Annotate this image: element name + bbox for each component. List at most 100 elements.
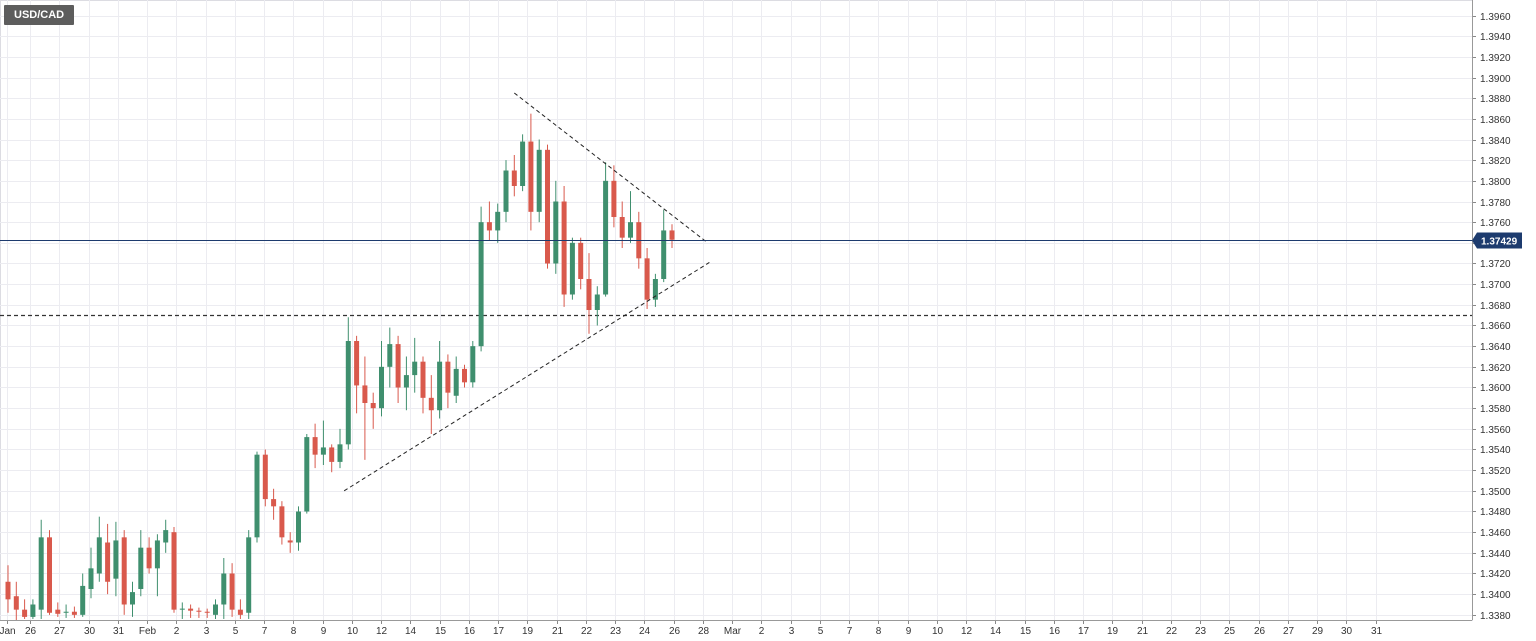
y-tick-label: 1.3600 bbox=[1480, 383, 1511, 394]
y-tick-label: 1.3800 bbox=[1480, 177, 1511, 188]
x-tick-label: 5 bbox=[233, 626, 239, 637]
y-tick-label: 1.3540 bbox=[1480, 445, 1511, 456]
candle-body bbox=[503, 170, 509, 212]
candle-body bbox=[80, 585, 86, 615]
candle-body bbox=[296, 511, 301, 543]
x-tick-label: 26 bbox=[669, 626, 681, 637]
y-tick-label: 1.3520 bbox=[1480, 466, 1511, 477]
candle bbox=[462, 364, 467, 388]
y-tick-label: 1.3940 bbox=[1480, 32, 1511, 43]
candle-body bbox=[437, 361, 443, 411]
candle bbox=[545, 144, 550, 269]
candle bbox=[196, 607, 202, 618]
candle-body bbox=[163, 530, 169, 543]
x-tick-label: 26 bbox=[1254, 626, 1266, 637]
candle-body bbox=[362, 385, 368, 403]
candle-body bbox=[121, 537, 127, 605]
candle bbox=[279, 501, 285, 545]
candle bbox=[569, 237, 575, 300]
current-price-badge bbox=[1472, 232, 1522, 249]
candle bbox=[511, 155, 517, 197]
candles bbox=[5, 113, 675, 620]
candle bbox=[536, 139, 542, 223]
candle-body bbox=[495, 211, 501, 231]
candle-body bbox=[661, 230, 667, 279]
candle bbox=[55, 602, 61, 617]
candle-body bbox=[304, 437, 310, 512]
y-tick-label: 1.3460 bbox=[1480, 528, 1511, 539]
candle-body bbox=[644, 258, 650, 300]
candle-body bbox=[113, 540, 119, 579]
candle-body bbox=[420, 361, 426, 398]
candle-body bbox=[88, 568, 94, 589]
x-tick-label: 23 bbox=[1195, 626, 1207, 637]
y-tick-label: 1.3500 bbox=[1480, 487, 1511, 498]
candle bbox=[395, 335, 401, 403]
x-tick-label: Mar bbox=[724, 626, 742, 637]
y-tick-label: 1.3660 bbox=[1480, 321, 1511, 332]
candle bbox=[354, 335, 360, 414]
x-tick-label: 10 bbox=[932, 626, 944, 637]
candle bbox=[553, 180, 559, 274]
candle bbox=[204, 608, 210, 618]
candle-body bbox=[63, 611, 69, 613]
x-tick-label: 27 bbox=[1283, 626, 1295, 637]
x-tick-label: 7 bbox=[262, 626, 268, 637]
candle-body bbox=[520, 141, 526, 186]
candle-body bbox=[536, 149, 542, 212]
candle-body bbox=[55, 609, 61, 614]
candle-body bbox=[669, 230, 675, 240]
x-tick-label: 21 bbox=[552, 626, 564, 637]
candle bbox=[121, 530, 127, 615]
candle-body bbox=[470, 346, 476, 383]
candle-body bbox=[130, 592, 135, 605]
y-tick-label: 1.3840 bbox=[1480, 136, 1511, 147]
x-tick-label: 23 bbox=[610, 626, 622, 637]
candle bbox=[13, 581, 19, 620]
candle-body bbox=[146, 547, 152, 569]
y-tick-label: 1.3760 bbox=[1480, 218, 1511, 229]
candle bbox=[387, 327, 393, 388]
candle bbox=[412, 337, 418, 393]
candle-body bbox=[246, 537, 252, 613]
candle bbox=[138, 530, 144, 597]
candle-body bbox=[345, 341, 351, 445]
candle bbox=[669, 224, 675, 248]
candle-body bbox=[611, 180, 617, 217]
candle-body bbox=[619, 217, 625, 238]
x-tick-label: 25 bbox=[1224, 626, 1236, 637]
x-tick-label: 16 bbox=[1049, 626, 1061, 637]
y-tick-label: 1.3640 bbox=[1480, 342, 1511, 353]
x-tick-label: 15 bbox=[1020, 626, 1032, 637]
candle-body bbox=[586, 279, 592, 310]
candle bbox=[287, 532, 293, 553]
candle bbox=[22, 599, 28, 619]
y-tick-label: 1.3380 bbox=[1480, 611, 1511, 622]
candle bbox=[337, 428, 343, 469]
x-tick-label: 31 bbox=[113, 626, 125, 637]
x-tick-label: 5 bbox=[818, 626, 824, 637]
candle bbox=[47, 530, 52, 615]
x-tick-label: Feb bbox=[139, 626, 157, 637]
candle-body bbox=[462, 368, 467, 383]
candle bbox=[578, 237, 584, 290]
candle-body bbox=[221, 573, 227, 605]
y-tick-label: 1.3580 bbox=[1480, 404, 1511, 415]
x-tick-label: 14 bbox=[405, 626, 417, 637]
symbol-badge[interactable]: USD/CAD bbox=[4, 5, 75, 25]
plot-frame bbox=[0, 0, 1473, 621]
candle bbox=[262, 449, 268, 507]
candle bbox=[179, 602, 185, 619]
candle-body bbox=[237, 609, 243, 615]
candle bbox=[146, 537, 152, 574]
candle-body bbox=[196, 610, 202, 612]
current-price: 1.37429 bbox=[0, 232, 1522, 249]
candle-body bbox=[337, 444, 343, 462]
x-tick-label: 3 bbox=[204, 626, 210, 637]
candle-body bbox=[387, 344, 393, 367]
x-tick-label: 12 bbox=[376, 626, 388, 637]
candle bbox=[362, 356, 368, 460]
candle bbox=[345, 317, 351, 450]
